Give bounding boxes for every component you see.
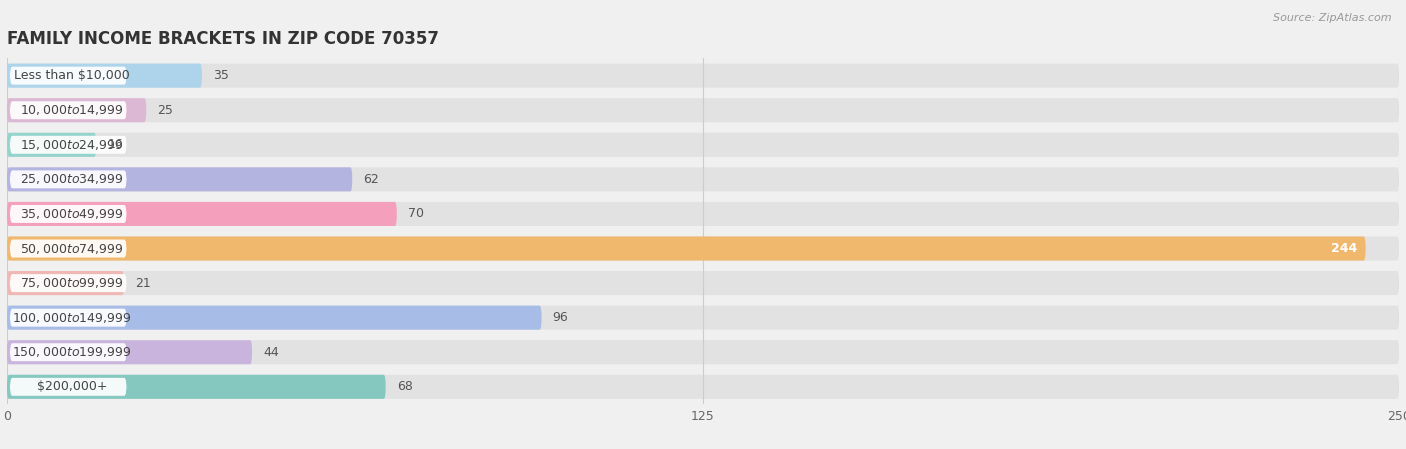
- Text: $15,000 to $24,999: $15,000 to $24,999: [21, 138, 124, 152]
- Text: 68: 68: [396, 380, 412, 393]
- Text: $25,000 to $34,999: $25,000 to $34,999: [21, 172, 124, 186]
- FancyBboxPatch shape: [7, 375, 1399, 399]
- FancyBboxPatch shape: [10, 378, 127, 396]
- Text: 70: 70: [408, 207, 423, 220]
- Text: Source: ZipAtlas.com: Source: ZipAtlas.com: [1274, 13, 1392, 23]
- FancyBboxPatch shape: [10, 205, 127, 223]
- FancyBboxPatch shape: [7, 237, 1365, 260]
- FancyBboxPatch shape: [7, 64, 1399, 88]
- FancyBboxPatch shape: [7, 306, 541, 330]
- Text: $100,000 to $149,999: $100,000 to $149,999: [13, 311, 132, 325]
- Text: $35,000 to $49,999: $35,000 to $49,999: [21, 207, 124, 221]
- Text: 35: 35: [214, 69, 229, 82]
- Text: FAMILY INCOME BRACKETS IN ZIP CODE 70357: FAMILY INCOME BRACKETS IN ZIP CODE 70357: [7, 31, 439, 48]
- FancyBboxPatch shape: [10, 136, 127, 154]
- FancyBboxPatch shape: [7, 202, 1399, 226]
- Text: $150,000 to $199,999: $150,000 to $199,999: [13, 345, 132, 359]
- FancyBboxPatch shape: [7, 167, 353, 191]
- Text: 96: 96: [553, 311, 568, 324]
- FancyBboxPatch shape: [7, 202, 396, 226]
- FancyBboxPatch shape: [7, 237, 1399, 260]
- FancyBboxPatch shape: [7, 375, 385, 399]
- FancyBboxPatch shape: [10, 239, 127, 258]
- Text: 16: 16: [107, 138, 122, 151]
- FancyBboxPatch shape: [10, 101, 127, 119]
- Text: Less than $10,000: Less than $10,000: [14, 69, 129, 82]
- FancyBboxPatch shape: [7, 133, 1399, 157]
- FancyBboxPatch shape: [7, 98, 146, 122]
- FancyBboxPatch shape: [7, 271, 1399, 295]
- Text: 21: 21: [135, 277, 150, 290]
- Text: 62: 62: [363, 173, 380, 186]
- Text: $10,000 to $14,999: $10,000 to $14,999: [21, 103, 124, 117]
- FancyBboxPatch shape: [10, 66, 127, 85]
- FancyBboxPatch shape: [7, 340, 1399, 364]
- Text: $50,000 to $74,999: $50,000 to $74,999: [21, 242, 124, 255]
- FancyBboxPatch shape: [10, 308, 127, 327]
- FancyBboxPatch shape: [7, 133, 96, 157]
- FancyBboxPatch shape: [7, 167, 1399, 191]
- Text: 244: 244: [1331, 242, 1357, 255]
- Text: 25: 25: [157, 104, 173, 117]
- FancyBboxPatch shape: [10, 343, 127, 361]
- FancyBboxPatch shape: [10, 274, 127, 292]
- FancyBboxPatch shape: [7, 306, 1399, 330]
- Text: $75,000 to $99,999: $75,000 to $99,999: [21, 276, 124, 290]
- FancyBboxPatch shape: [7, 271, 124, 295]
- FancyBboxPatch shape: [7, 340, 252, 364]
- Text: $200,000+: $200,000+: [37, 380, 107, 393]
- FancyBboxPatch shape: [7, 98, 1399, 122]
- Text: 44: 44: [263, 346, 278, 359]
- FancyBboxPatch shape: [10, 170, 127, 189]
- FancyBboxPatch shape: [7, 64, 202, 88]
